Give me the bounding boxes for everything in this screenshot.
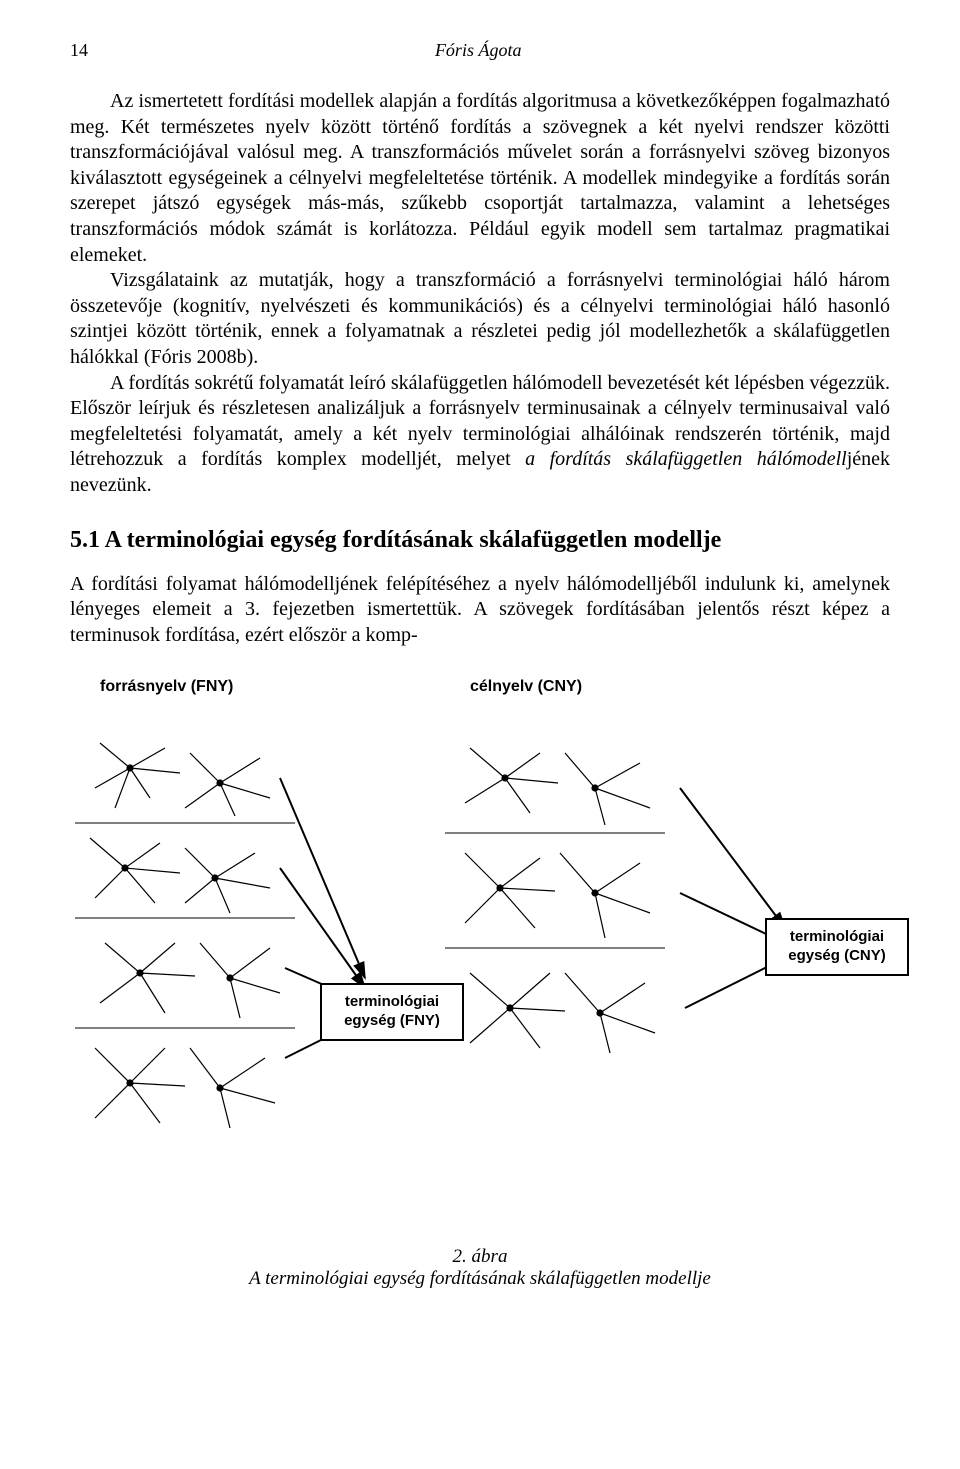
- network-target-svg: [440, 733, 700, 1093]
- figure-label-target: célnyelv (CNY): [470, 678, 582, 696]
- figure-label-source: forrásnyelv (FNY): [100, 678, 233, 696]
- section-heading-5-1: 5.1 A terminológiai egység fordításának …: [70, 527, 890, 554]
- running-head-author: Fóris Ágota: [435, 40, 522, 61]
- figure-caption-number: 2. ábra: [453, 1246, 508, 1267]
- body-paragraph-1: Az ismertetett fordítási modellek alapjá…: [70, 89, 890, 268]
- body-paragraph-3-italic: a fordítás skálafüggetlen hálómodell: [525, 448, 847, 470]
- running-header: 14 Fóris Ágota: [70, 40, 890, 61]
- page-number: 14: [70, 40, 88, 61]
- arrows-target-to-box: [670, 758, 810, 1058]
- figure-caption-text: A terminológiai egység fordításának skál…: [249, 1268, 711, 1289]
- figure-caption: 2. ábra A terminológiai egység fordításá…: [70, 1246, 890, 1290]
- body-paragraph-3: A fordítás sokrétű folyamatát leíró skál…: [70, 371, 890, 499]
- figure-2: forrásnyelv (FNY) célnyelv (CNY): [70, 678, 890, 1238]
- body-paragraph-2: Vizsgálataink az mutatják, hogy a transz…: [70, 268, 890, 370]
- body-paragraph-4: A fordítási folyamat hálómodelljének fel…: [70, 572, 890, 649]
- figure-box-target-text: terminológiaiegység (CNY): [788, 928, 886, 964]
- figure-box-source: terminológiaiegység (FNY): [320, 983, 464, 1041]
- figure-box-target: terminológiaiegység (CNY): [765, 918, 909, 976]
- figure-box-source-text: terminológiaiegység (FNY): [344, 993, 440, 1029]
